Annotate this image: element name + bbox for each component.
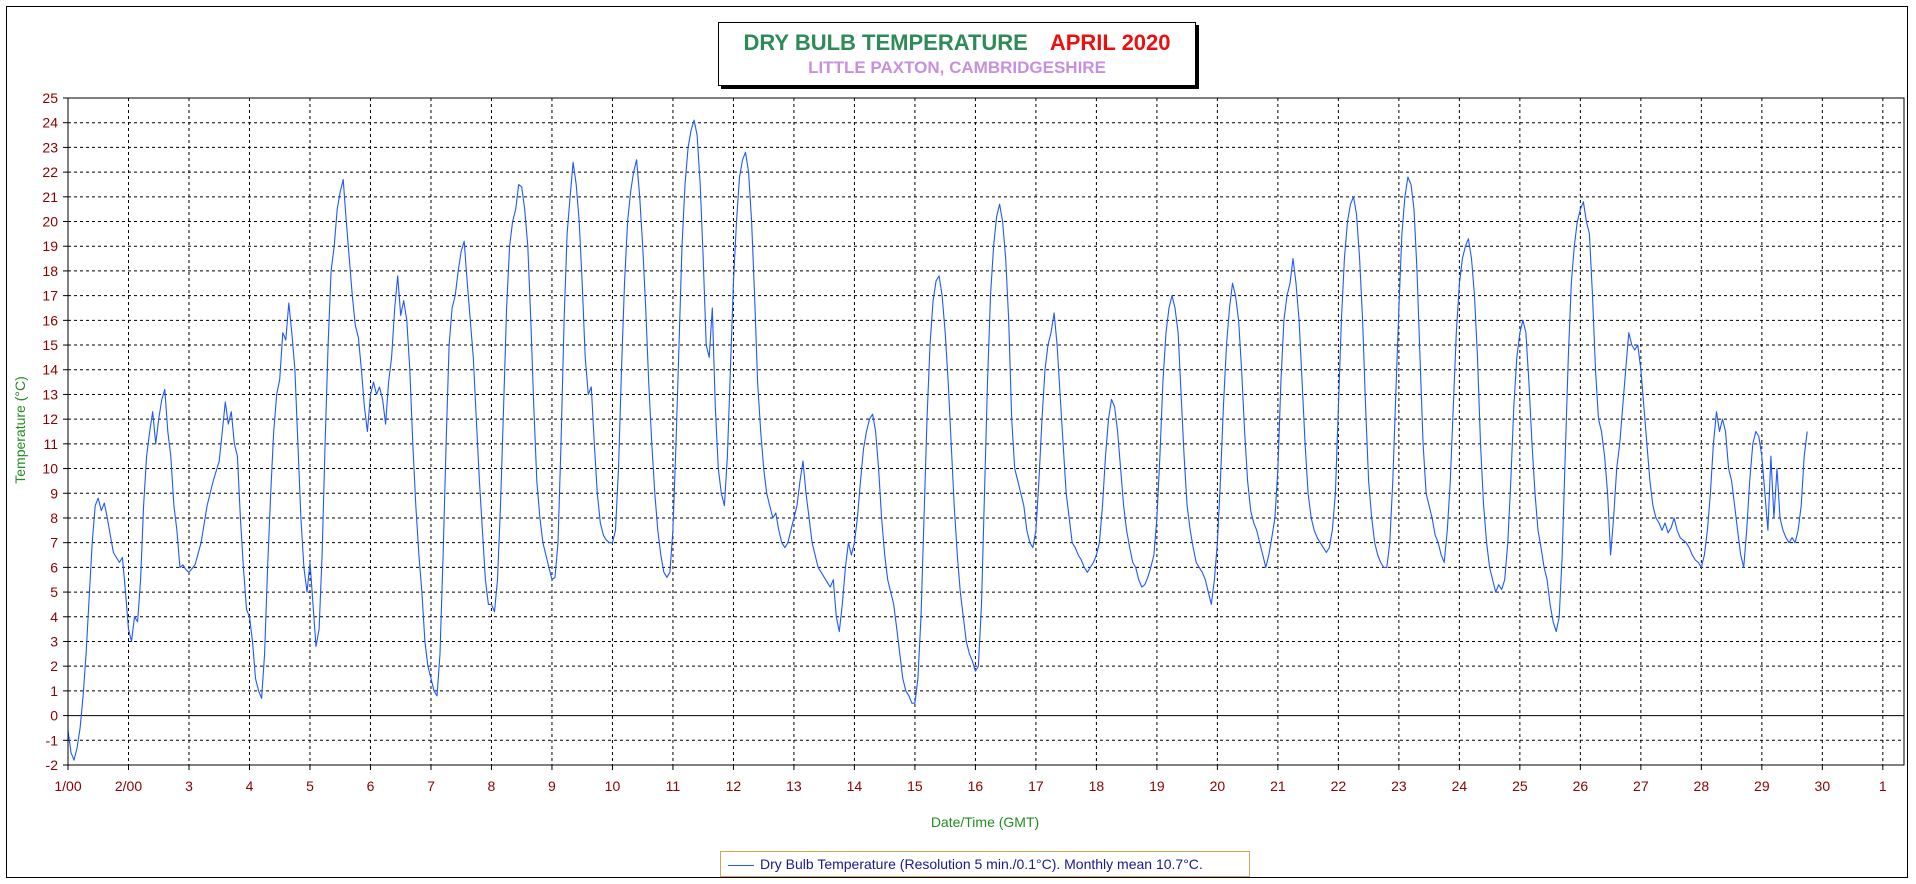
x-tick-label: 5 — [306, 778, 314, 794]
y-tick-label: 11 — [43, 436, 58, 452]
x-tick-label: 1 — [1879, 778, 1887, 794]
x-tick-label: 17 — [1028, 778, 1044, 794]
x-tick-label: 6 — [367, 778, 375, 794]
tick-labels: -2-1012345678910111213141516171819202122… — [42, 90, 1887, 794]
y-tick-label: 7 — [50, 535, 58, 551]
chart-subtitle: LITTLE PAXTON, CAMBRIDGESHIRE — [808, 58, 1106, 77]
legend-text: Dry Bulb Temperature (Resolution 5 min./… — [760, 856, 1203, 872]
x-tick-label: 26 — [1573, 778, 1589, 794]
legend: Dry Bulb Temperature (Resolution 5 min./… — [720, 851, 1250, 877]
y-tick-label: 18 — [42, 263, 58, 279]
y-tick-label: 21 — [42, 189, 58, 205]
x-tick-label: 4 — [246, 778, 254, 794]
y-tick-label: 1 — [50, 683, 58, 699]
y-tick-label: -1 — [46, 732, 59, 748]
y-tick-label: 24 — [42, 115, 58, 131]
series-line-dry-bulb-temperature — [67, 119, 1808, 761]
x-tick-label: 19 — [1149, 778, 1165, 794]
x-tick-label: 23 — [1391, 778, 1407, 794]
y-tick-label: 9 — [50, 485, 58, 501]
series-layer — [67, 119, 1808, 761]
x-tick-label: 25 — [1512, 778, 1528, 794]
x-tick-label: 27 — [1633, 778, 1649, 794]
x-tick-label: 9 — [548, 778, 556, 794]
x-tick-label: 21 — [1270, 778, 1286, 794]
chart-title-box: DRY BULB TEMPERATURE APRIL 2020 LITTLE PA… — [718, 22, 1196, 86]
y-tick-label: 10 — [42, 461, 58, 477]
x-tick-label: 30 — [1815, 778, 1831, 794]
y-tick-label: 22 — [42, 164, 58, 180]
legend-line-swatch — [728, 864, 754, 866]
plot-area-border — [67, 97, 1905, 766]
y-tick-label: 14 — [42, 362, 58, 378]
chart-frame — [6, 6, 1908, 878]
y-tick-label: 8 — [50, 510, 58, 526]
y-tick-label: 13 — [42, 386, 58, 402]
x-tick-label: 14 — [847, 778, 863, 794]
x-tick-label: 11 — [666, 778, 681, 794]
y-tick-label: 15 — [42, 337, 58, 353]
x-tick-label: 7 — [427, 778, 435, 794]
y-axis-label: Temperature (°C) — [12, 376, 28, 484]
y-tick-label: 2 — [50, 658, 58, 674]
x-tick-label: 1/00 — [54, 778, 81, 794]
y-tick-label: 23 — [42, 139, 58, 155]
y-tick-label: 20 — [42, 214, 58, 230]
y-tick-label: 25 — [42, 90, 58, 106]
x-tick-label: 10 — [605, 778, 621, 794]
x-tick-label: 8 — [488, 778, 496, 794]
y-tick-label: 12 — [42, 411, 58, 427]
x-tick-label: 16 — [968, 778, 984, 794]
x-tick-label: 28 — [1694, 778, 1710, 794]
x-tick-label: 24 — [1452, 778, 1468, 794]
x-axis-label: Date/Time (GMT) — [931, 814, 1039, 830]
chart-title-month: APRIL 2020 — [1049, 30, 1171, 55]
y-tick-label: 17 — [42, 288, 58, 304]
x-tick-label: 3 — [185, 778, 193, 794]
y-tick-label: 4 — [50, 609, 58, 625]
x-tick-label: 15 — [907, 778, 923, 794]
y-tick-label: 16 — [42, 312, 58, 328]
x-tick-label: 29 — [1754, 778, 1770, 794]
x-tick-label: 22 — [1331, 778, 1347, 794]
y-tick-label: -2 — [46, 757, 59, 773]
y-tick-label: 3 — [50, 633, 58, 649]
y-tick-label: 19 — [42, 238, 58, 254]
y-tick-label: 6 — [50, 559, 58, 575]
y-tick-label: 5 — [50, 584, 58, 600]
x-tick-label: 20 — [1210, 778, 1226, 794]
x-tick-label: 13 — [786, 778, 802, 794]
x-tick-label: 2/00 — [115, 778, 142, 794]
title-line: DRY BULB TEMPERATURE APRIL 2020 — [719, 30, 1195, 56]
chart-title: DRY BULB TEMPERATURE — [743, 30, 1028, 55]
axes — [63, 97, 1905, 770]
x-tick-label: 18 — [1089, 778, 1105, 794]
y-tick-label: 0 — [50, 708, 58, 724]
x-tick-label: 12 — [726, 778, 742, 794]
